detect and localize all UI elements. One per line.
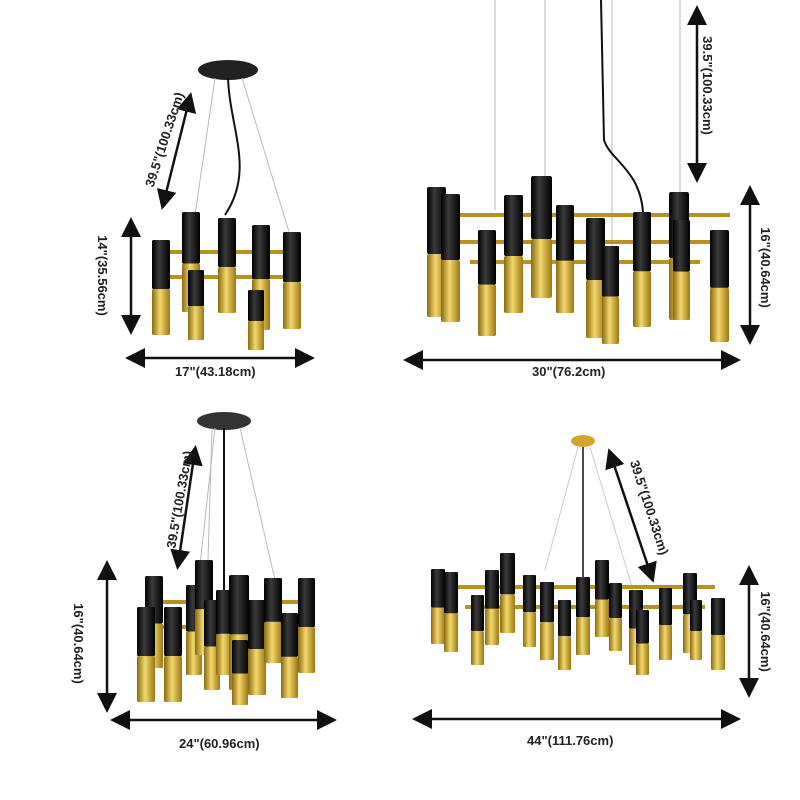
width-label-4: 44"(111.76cm) [527, 733, 614, 748]
chandelier-2 [427, 0, 730, 344]
height-label-2: 16"(40.64cm) [757, 227, 773, 308]
height-label-4: 16"(40.64cm) [757, 591, 773, 672]
chandelier-4 [431, 435, 725, 675]
width-label-2: 30"(76.2cm) [532, 364, 606, 379]
width-label-3: 24"(60.96cm) [179, 736, 260, 751]
drop-label-2: 39.5"(100.33cm) [699, 36, 715, 135]
height-label-1: 14"(35.56cm) [94, 235, 110, 316]
chandelier-3 [137, 412, 315, 705]
width-label-1: 17"(43.18cm) [175, 364, 256, 379]
chandelier-1 [152, 60, 301, 350]
height-label-3: 16"(40.64cm) [70, 603, 86, 684]
